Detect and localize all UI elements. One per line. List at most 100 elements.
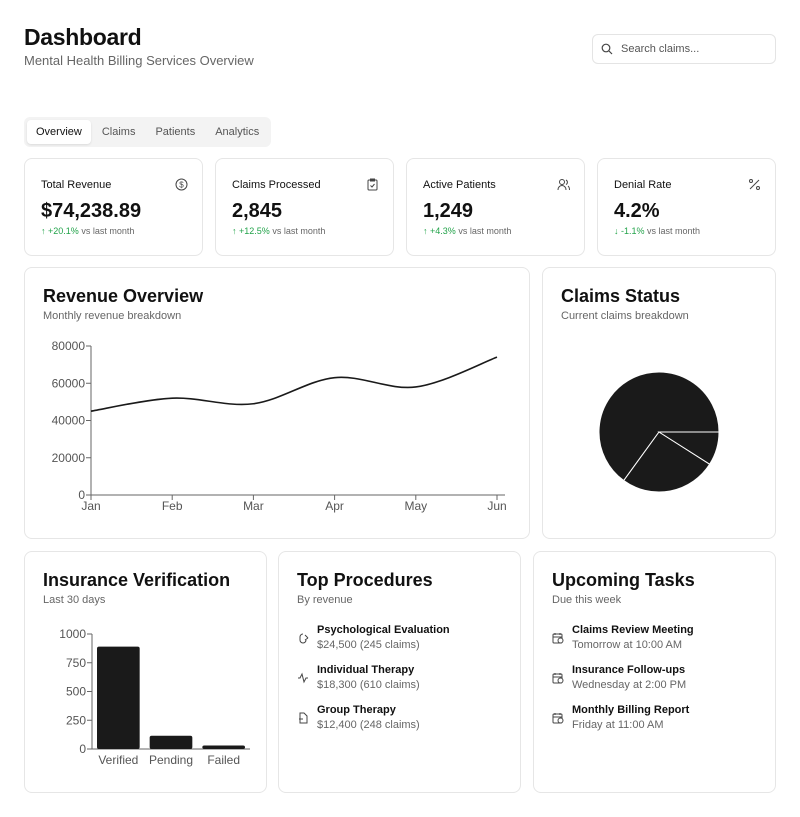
list-item[interactable]: Claims Review Meeting Tomorrow at 10:00 A… (552, 624, 694, 651)
bar (97, 646, 140, 749)
x-tick-label: Mar (243, 499, 264, 513)
arrow-up-icon: ↑ (41, 226, 49, 236)
card-title: Top Procedures (297, 570, 433, 590)
calendar-clock-icon (552, 633, 564, 644)
insurance-bar-chart: 0 250 500 750 1000 Verified Pending Failed (59, 627, 250, 767)
stat-change-suffix: vs last month (81, 226, 135, 236)
stat-value: 4.2% (614, 200, 660, 222)
y-tick-label: 750 (66, 656, 86, 670)
item-title: Claims Review Meeting (572, 624, 694, 636)
arrow-up-icon: ↑ (423, 226, 431, 236)
brain-icon (299, 633, 309, 644)
users-icon (557, 179, 570, 191)
item-detail: Friday at 11:00 AM (572, 719, 664, 731)
page-title: Dashboard (24, 24, 142, 50)
list-item[interactable]: Psychological Evaluation $24,500 (245 cla… (297, 624, 450, 651)
list-item[interactable]: Individual Therapy $18,300 (610 claims) (297, 664, 420, 691)
x-tick-label: Jan (81, 499, 100, 513)
tab-analytics[interactable]: Analytics (215, 126, 260, 138)
y-tick-label: 250 (66, 713, 86, 727)
y-tick-label: 80000 (52, 339, 86, 353)
calendar-clock-icon (552, 713, 564, 724)
x-tick-label: Verified (98, 753, 138, 767)
claims-status-card: Claims Status Current claims breakdown (542, 267, 776, 539)
item-title: Group Therapy (317, 704, 396, 716)
x-tick-label: May (404, 499, 427, 513)
item-title: Insurance Follow-ups (572, 664, 686, 676)
stat-label: Total Revenue (41, 179, 112, 191)
top-procedures-card: Top Procedures By revenue Psychological … (278, 551, 521, 793)
card-subtitle: Monthly revenue breakdown (43, 310, 182, 322)
pie-slice (623, 431, 711, 493)
y-tick-label: 20000 (52, 451, 86, 465)
y-tick-label: 60000 (52, 376, 86, 390)
revenue-line (90, 356, 498, 412)
stat-value: $74,238.89 (41, 200, 142, 222)
item-detail: $12,400 (248 claims) (317, 719, 420, 731)
dollar-icon: $ (175, 178, 188, 191)
stat-label: Denial Rate (614, 179, 672, 191)
y-tick-label: 1000 (59, 627, 86, 641)
file-icon (299, 712, 308, 724)
claims-pie-chart (598, 371, 720, 493)
tab-overview[interactable]: Overview (27, 120, 91, 144)
pie-slice (657, 431, 720, 465)
stat-value: 1,249 (423, 200, 474, 222)
tab-patients[interactable]: Patients (155, 126, 196, 138)
y-tick-label: 0 (78, 488, 85, 502)
stat-label: Active Patients (423, 179, 496, 191)
stat-label: Claims Processed (232, 179, 321, 191)
stat-card: Denial Rate 4.2% ↓ -1.1% vs last month (597, 158, 776, 256)
item-detail: Wednesday at 2:00 PM (572, 679, 687, 691)
stat-card: Active Patients 1,249 ↑ +4.3% vs last mo… (406, 158, 585, 256)
svg-text:$: $ (179, 181, 184, 190)
list-item[interactable]: Group Therapy $12,400 (248 claims) (297, 704, 420, 731)
stat-value: 2,845 (232, 200, 283, 222)
y-tick-label: 0 (79, 742, 86, 756)
x-tick-label: Feb (162, 499, 183, 513)
item-detail: $24,500 (245 claims) (317, 639, 420, 651)
card-subtitle: Last 30 days (43, 594, 106, 606)
item-title: Monthly Billing Report (572, 704, 690, 716)
clipboard-check-icon (367, 178, 378, 191)
pie-slice (598, 371, 720, 482)
upcoming-tasks-card: Upcoming Tasks Due this week Claims Revi… (533, 551, 776, 793)
card-subtitle: By revenue (297, 594, 353, 606)
stat-change-suffix: vs last month (272, 226, 326, 236)
percent-icon (749, 179, 760, 190)
revenue-overview-card: Revenue Overview Monthly revenue breakdo… (24, 267, 530, 539)
x-tick-label: Jun (487, 499, 506, 513)
x-tick-label: Pending (149, 753, 193, 767)
item-detail: $18,300 (610 claims) (317, 679, 420, 691)
y-tick-label: 500 (66, 685, 86, 699)
card-subtitle: Current claims breakdown (561, 310, 689, 322)
stat-change-suffix: vs last month (458, 226, 512, 236)
activity-icon (298, 672, 308, 684)
search-icon (601, 43, 613, 55)
card-title: Revenue Overview (43, 286, 204, 306)
y-tick-label: 40000 (52, 414, 86, 428)
tab-bar: Overview Claims Patients Analytics (24, 117, 272, 147)
stat-card: Claims Processed 2,845 ↑ +12.5% vs last … (215, 158, 394, 256)
tab-claims[interactable]: Claims (101, 126, 136, 138)
x-tick-label: Failed (207, 753, 240, 767)
stat-change: +12.5% (239, 226, 270, 236)
stat-change-suffix: vs last month (647, 226, 701, 236)
item-title: Psychological Evaluation (317, 624, 450, 636)
search-input[interactable]: Search claims... (592, 34, 776, 64)
insurance-verification-card: Insurance Verification Last 30 days 0 250… (24, 551, 267, 793)
item-detail: Tomorrow at 10:00 AM (572, 639, 683, 651)
list-item[interactable]: Monthly Billing Report Friday at 11:00 AM (552, 704, 689, 731)
card-title: Claims Status (561, 286, 681, 306)
card-title: Upcoming Tasks (552, 570, 695, 590)
card-subtitle: Due this week (552, 594, 622, 606)
list-item[interactable]: Insurance Follow-ups Wednesday at 2:00 PM (552, 664, 686, 691)
arrow-up-icon: ↑ (232, 226, 240, 236)
item-title: Individual Therapy (317, 664, 415, 676)
calendar-clock-icon (552, 673, 564, 684)
x-tick-label: Apr (325, 499, 344, 513)
stat-change: +4.3% (430, 226, 456, 236)
page-subtitle: Mental Health Billing Services Overview (24, 53, 254, 68)
bar (149, 735, 193, 749)
arrow-down-icon: ↓ (614, 226, 622, 236)
